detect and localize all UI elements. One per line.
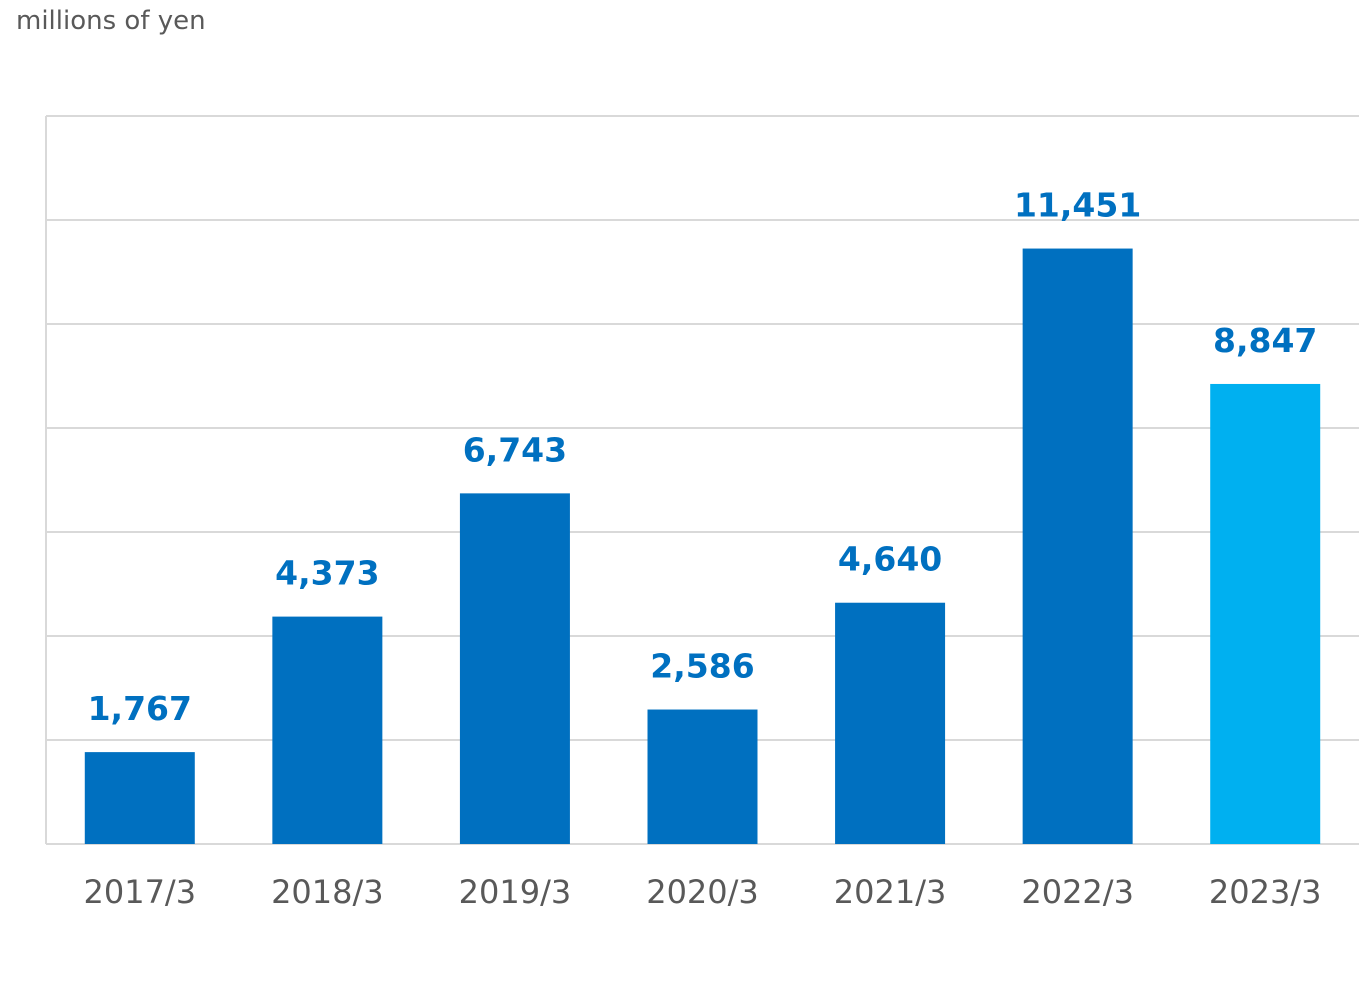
bar-2017-3 <box>84 752 195 844</box>
gridlines <box>45 115 1359 845</box>
x-tick-label: 2018/3 <box>271 873 384 911</box>
value-label: 1,767 <box>88 689 192 728</box>
bar-2023-3 <box>1210 383 1321 844</box>
x-tick-label: 2023/3 <box>1209 873 1322 911</box>
x-tick-label: 2020/3 <box>646 873 759 911</box>
bar-2022-3 <box>1022 248 1133 845</box>
bar-2018-3 <box>272 616 383 844</box>
value-labels: 1,767 4,373 6,743 2,586 4,640 11,451 8,847 <box>88 186 1318 729</box>
value-label: 2,586 <box>650 647 754 686</box>
value-label: 4,640 <box>838 540 942 579</box>
value-label: 6,743 <box>463 430 567 469</box>
value-label: 11,451 <box>1014 186 1141 225</box>
bars <box>84 248 1321 845</box>
x-axis-tick-labels: 2017/3 2018/3 2019/3 2020/3 2021/3 2022/3 2023… <box>83 873 1321 911</box>
bar-2019-3 <box>459 493 570 844</box>
bar-2020-3 <box>647 709 758 844</box>
bar-2021-3 <box>835 602 946 844</box>
x-tick-label: 2019/3 <box>459 873 572 911</box>
x-tick-label: 2017/3 <box>83 873 196 911</box>
x-tick-label: 2022/3 <box>1021 873 1134 911</box>
value-label: 8,847 <box>1213 321 1317 360</box>
x-tick-label: 2021/3 <box>834 873 947 911</box>
unit-label: millions of yen <box>16 6 206 36</box>
value-label: 4,373 <box>275 554 379 593</box>
